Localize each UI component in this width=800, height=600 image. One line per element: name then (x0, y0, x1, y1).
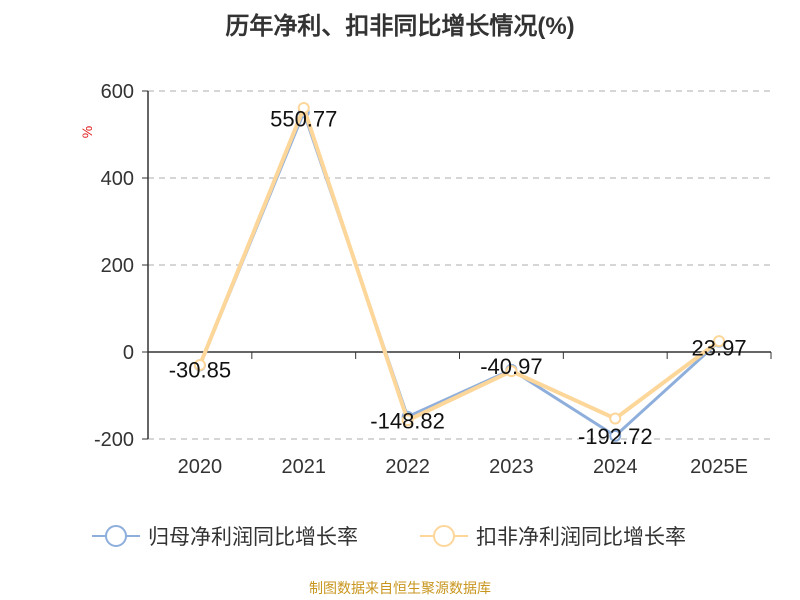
data-point (713, 335, 726, 348)
y-tick-label: 0 (123, 342, 134, 364)
data-point (193, 359, 206, 372)
series-line (198, 108, 721, 438)
y-tick-label: 400 (101, 168, 134, 190)
data-point (505, 365, 518, 378)
x-tick-label: 2023 (489, 456, 534, 478)
y-axis-label: % (79, 126, 95, 138)
data-point (297, 101, 310, 114)
source-note: 制图数据来自恒生聚源数据库 (309, 580, 491, 596)
data-label: -192.72 (578, 424, 653, 449)
y-tick-label: 200 (101, 255, 134, 277)
legend-label: 归母净利润同比增长率 (148, 526, 358, 549)
x-tick-label: 2024 (593, 456, 638, 478)
x-tick-label: 2022 (385, 456, 430, 478)
y-tick-label: -200 (94, 429, 134, 451)
data-label: -148.82 (370, 409, 445, 434)
legend-marker (105, 525, 127, 547)
x-tick-label: 2021 (282, 456, 327, 478)
chart-title: 历年净利、扣非同比增长情况(%) (225, 13, 575, 40)
data-label: -30.85 (169, 357, 231, 382)
data-point (401, 414, 414, 427)
legend-label: 扣非净利润同比增长率 (476, 526, 686, 549)
data-label: -40.97 (480, 354, 542, 379)
series-line (198, 102, 721, 424)
y-tick-label: 600 (101, 81, 134, 103)
data-point (609, 429, 622, 442)
legend-marker (433, 525, 455, 547)
x-tick-label: 2025E (690, 456, 748, 478)
data-label: 23.97 (692, 336, 747, 361)
data-point (609, 412, 622, 425)
x-tick-label: 2020 (178, 456, 223, 478)
data-label: 550.77 (270, 106, 337, 131)
